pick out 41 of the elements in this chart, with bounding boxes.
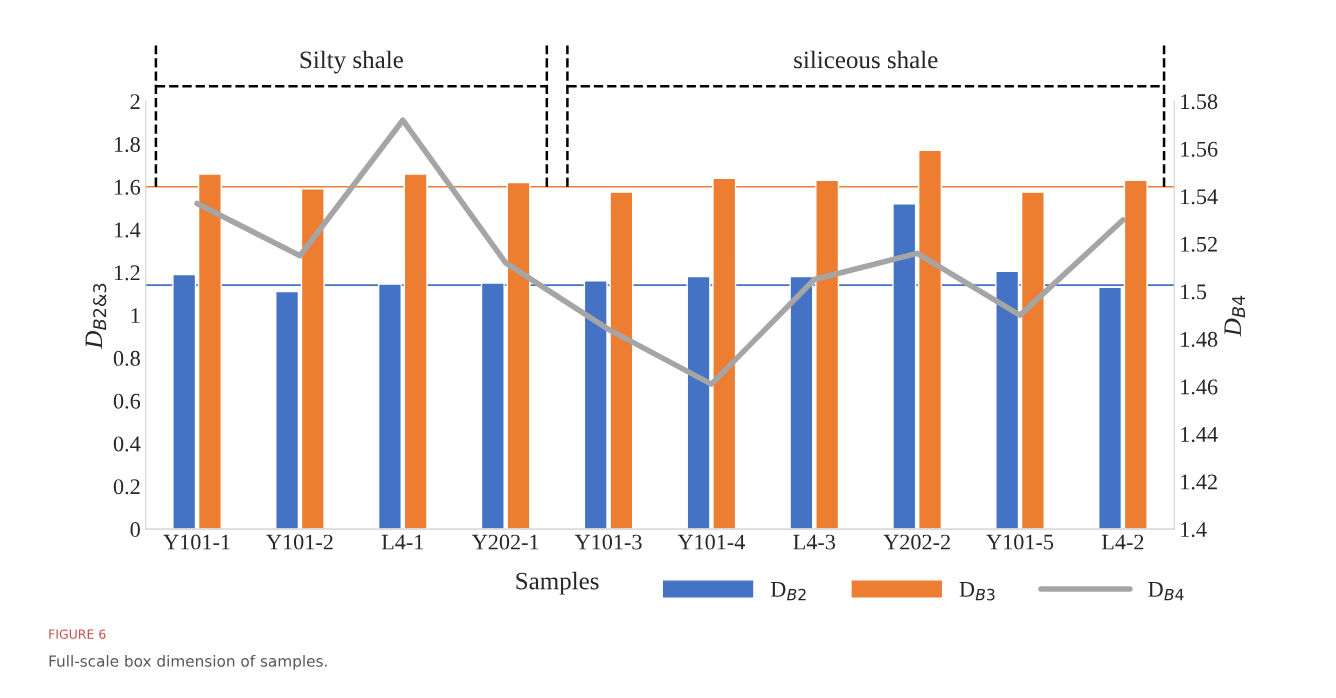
y2-tick-label: 1.54	[1181, 189, 1218, 205]
text: Full-scale box dimension of samples.	[49, 654, 327, 670]
y2-tick-label: 1.44	[1181, 427, 1218, 443]
x-axis-title: Samples	[516, 571, 599, 595]
y-tick-label: 1.6	[114, 179, 141, 195]
y-tick-label: 0.4	[113, 436, 141, 452]
y2-tick-label: 1.42	[1181, 474, 1217, 490]
y-tick-label: 2	[130, 94, 140, 109]
x-tick-label: Y202-2	[883, 534, 950, 550]
y-tick-label: 1	[131, 308, 140, 323]
x-tick-label: Y202-1	[471, 534, 539, 550]
y2-tick-label: 1.46	[1181, 379, 1218, 395]
y2-tick-label: 1.52	[1181, 236, 1217, 252]
y-tick-label: 1.2	[114, 265, 140, 281]
x-tick-label: Y101-2	[266, 534, 333, 550]
x-tick-label: L4-1	[381, 534, 424, 550]
y2-axis-title: D$_{B4}$	[1224, 295, 1245, 337]
x-tick-label: Y101-3	[574, 534, 642, 550]
y-axis-title: D$_{B2&3}$	[85, 283, 107, 349]
x-tick-label: L4-3	[793, 534, 836, 550]
y-tick-label: 0.8	[113, 350, 140, 366]
y2-tick-label: 1.5	[1181, 284, 1207, 300]
legend-label: D$_{B2}$	[770, 582, 806, 601]
y-tick-label: 0.6	[113, 393, 141, 409]
legend-label: D$_{B3}$	[959, 582, 995, 601]
y-tick-label: 0	[130, 522, 140, 538]
x-tick-label: Y101-1	[163, 534, 230, 550]
y2-tick-label: 1.48	[1181, 331, 1218, 347]
y-tick-label: 1.4	[114, 222, 141, 238]
y-tick-label: 1.8	[114, 136, 140, 153]
caption: FIGURE 6	[49, 629, 106, 639]
text: Silty shale	[300, 50, 403, 74]
x-tick-label: L4-2	[1101, 534, 1144, 550]
x-tick-label: Y101-5	[986, 534, 1054, 550]
text: siliceous shale	[794, 50, 938, 69]
legend-label: D$_{B4}$	[1148, 582, 1184, 601]
y2-tick-label: 1.4	[1181, 522, 1207, 538]
y2-tick-label: 1.58	[1181, 94, 1218, 110]
x-tick-label: Y101-4	[677, 534, 746, 550]
y2-tick-label: 1.56	[1181, 141, 1218, 157]
y-tick-label: 0.2	[113, 479, 140, 495]
